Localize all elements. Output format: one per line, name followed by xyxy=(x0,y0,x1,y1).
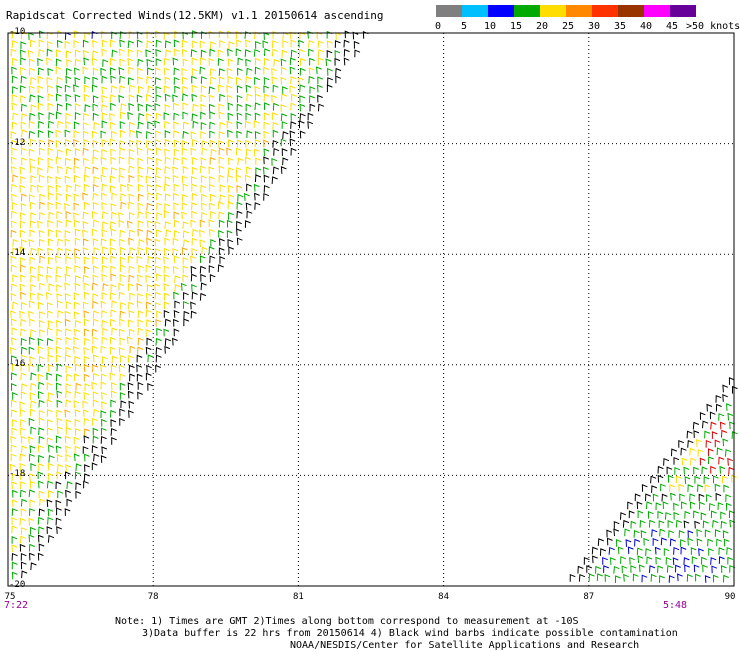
legend-label: 30 xyxy=(587,21,601,32)
legend-label: 35 xyxy=(613,21,627,32)
lon-label: 81 xyxy=(292,592,304,602)
swath-time-right: 5:48 xyxy=(663,600,688,611)
lon-label: 84 xyxy=(438,592,450,602)
map-frame xyxy=(7,32,735,587)
legend-swatch xyxy=(488,5,514,17)
swath-time-left: 7:22 xyxy=(4,600,29,611)
lat-label: -12 xyxy=(9,137,26,148)
lat-label: -10 xyxy=(9,27,26,37)
legend-label: 5 xyxy=(460,21,468,32)
legend-label: 0 xyxy=(434,21,442,32)
lat-label: -14 xyxy=(9,248,26,259)
legend-units: >50 knots xyxy=(686,21,740,32)
lat-label: -16 xyxy=(9,358,26,369)
lon-label: 90 xyxy=(724,592,736,602)
legend-label: 20 xyxy=(535,21,549,32)
legend-swatch xyxy=(436,5,462,17)
note-line-2: 3)Data buffer is 22 hrs from 20150614 4)… xyxy=(142,628,678,639)
lon-label: 78 xyxy=(147,592,159,602)
legend-swatch xyxy=(566,5,592,17)
lat-lon-grid xyxy=(7,32,735,587)
legend-swatch xyxy=(670,5,696,17)
legend-swatch xyxy=(540,5,566,17)
legend-swatch xyxy=(462,5,488,17)
legend-label: 45 xyxy=(665,21,679,32)
map-title: Rapidscat Corrected Winds(12.5KM) v1.1 2… xyxy=(6,9,384,22)
legend-label: 40 xyxy=(639,21,653,32)
lon-label: 87 xyxy=(583,592,595,602)
legend-label: 25 xyxy=(561,21,575,32)
legend-label: 15 xyxy=(509,21,523,32)
wind-barbs xyxy=(9,30,738,584)
legend-swatch xyxy=(514,5,540,17)
legend-swatch xyxy=(592,5,618,17)
legend-swatch xyxy=(644,5,670,17)
note-line-1: Note: 1) Times are GMT 2)Times along bot… xyxy=(115,616,579,627)
legend-label: 10 xyxy=(483,21,497,32)
lon-label: 75 xyxy=(4,592,16,602)
lat-label: -18 xyxy=(9,469,26,480)
legend-swatch xyxy=(618,5,644,17)
lat-label: -20 xyxy=(9,580,26,590)
note-line-3: NOAA/NESDIS/Center for Satellite Applica… xyxy=(290,640,640,651)
